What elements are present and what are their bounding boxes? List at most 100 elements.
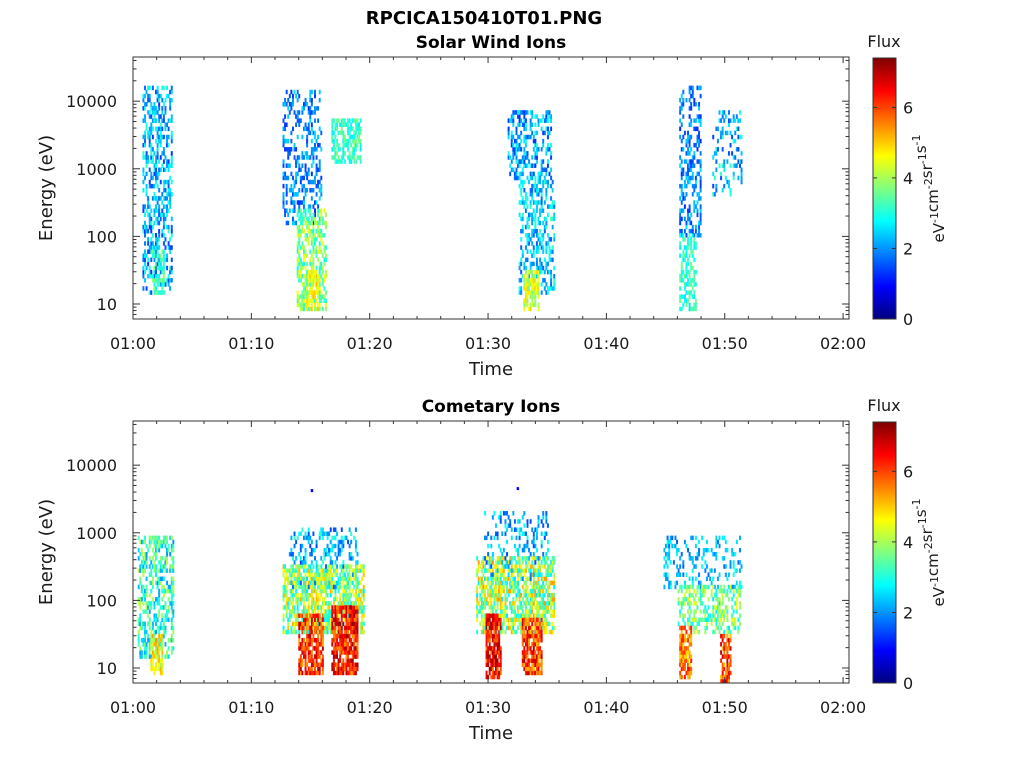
heatmap-cell — [545, 249, 548, 254]
heatmap-cell — [148, 290, 151, 295]
heatmap-cell — [323, 625, 326, 631]
heatmap-cell — [317, 167, 320, 173]
heatmap-cell — [682, 560, 685, 565]
heatmap-cell — [307, 642, 310, 647]
heatmap-cell — [343, 642, 346, 647]
heatmap-cell — [147, 637, 150, 643]
heatmap-cell — [162, 588, 165, 594]
heatmap-cell — [348, 134, 351, 140]
heatmap-cell — [362, 584, 365, 590]
heatmap-cell — [545, 151, 548, 156]
heatmap-cell — [498, 650, 501, 655]
heatmap-cell — [307, 241, 310, 246]
heatmap-cell — [282, 588, 285, 594]
heatmap-cell — [155, 241, 158, 246]
heatmap-cell — [665, 576, 667, 582]
heatmap-cell — [526, 535, 529, 541]
heatmap-cell — [296, 114, 299, 119]
heatmap-cell — [499, 588, 502, 594]
heatmap-cell — [501, 564, 504, 569]
heatmap-cell — [676, 547, 679, 553]
heatmap-cell — [151, 646, 154, 651]
heatmap-cell — [683, 257, 686, 263]
heatmap-cell — [524, 605, 527, 610]
heatmap-cell — [309, 576, 312, 582]
heatmap-cell — [315, 147, 318, 152]
heatmap-cell — [293, 208, 296, 213]
heatmap-cell — [523, 122, 526, 127]
heatmap-cell — [529, 192, 532, 197]
heatmap-cell — [284, 212, 287, 218]
heatmap-cell — [550, 286, 553, 291]
heatmap-cell — [342, 609, 345, 614]
heatmap-cell — [348, 126, 351, 132]
heatmap-cell — [282, 617, 285, 622]
heatmap-cell — [488, 564, 491, 569]
heatmap-cell — [545, 560, 548, 565]
heatmap-cell — [543, 175, 546, 181]
heatmap-cell — [359, 568, 362, 573]
heatmap-cell — [298, 200, 301, 205]
heatmap-cell — [502, 547, 505, 553]
heatmap-cell — [302, 228, 305, 234]
heatmap-cell — [158, 97, 161, 103]
heatmap-cell — [517, 613, 520, 618]
heatmap-cell — [310, 265, 313, 271]
heatmap-cell — [713, 552, 716, 557]
heatmap-cell — [150, 629, 153, 635]
heatmap-cell — [295, 588, 298, 594]
heatmap-cell — [529, 237, 532, 242]
heatmap-cell — [690, 175, 693, 181]
heatmap-cell — [356, 126, 359, 132]
heatmap-cell — [548, 171, 551, 177]
heatmap-cell — [158, 257, 161, 263]
heatmap-cell — [737, 175, 740, 181]
heatmap-cell — [550, 237, 553, 242]
heatmap-cell — [521, 658, 524, 663]
heatmap-cell — [142, 609, 145, 614]
heatmap-cell — [526, 646, 529, 651]
heatmap-cell — [534, 613, 537, 618]
heatmap-cell — [496, 564, 499, 569]
heatmap-cell — [361, 592, 364, 598]
heatmap-cell — [726, 159, 729, 164]
heatmap-cell — [318, 621, 321, 627]
heatmap-cell — [731, 547, 734, 553]
heatmap-cell — [314, 106, 316, 111]
heatmap-cell — [323, 249, 326, 254]
heatmap-cell — [521, 633, 524, 639]
heatmap-cell — [506, 539, 509, 545]
heatmap-cell — [715, 543, 718, 549]
heatmap-cell — [685, 159, 688, 164]
heatmap-cell — [682, 167, 685, 173]
heatmap-cell — [693, 188, 696, 193]
heatmap-cell — [282, 568, 285, 573]
heatmap-cell — [156, 278, 159, 283]
heatmap-cell — [142, 269, 145, 275]
heatmap-cell — [687, 138, 690, 144]
heatmap-cell — [539, 592, 542, 598]
heatmap-cell — [139, 580, 142, 586]
heatmap-cell — [528, 560, 531, 565]
heatmap-cell — [314, 290, 316, 295]
heatmap-cell — [359, 564, 362, 569]
heatmap-cell — [704, 547, 707, 553]
heatmap-cell — [680, 208, 683, 213]
heatmap-cell — [336, 126, 339, 132]
heatmap-cell — [499, 609, 502, 614]
heatmap-cell — [331, 547, 334, 553]
heatmap-cell — [288, 208, 291, 213]
heatmap-cell — [537, 519, 540, 524]
heatmap-cell — [139, 605, 142, 610]
heatmap-cell — [699, 163, 702, 168]
heatmap-cell — [493, 572, 496, 577]
heatmap-cell — [506, 625, 509, 631]
heatmap-cell — [156, 265, 159, 271]
heatmap-cell — [307, 531, 310, 537]
heatmap-cell — [510, 556, 513, 561]
heatmap-cell — [147, 134, 150, 140]
heatmap-cell — [513, 138, 516, 144]
heatmap-cell — [299, 662, 302, 668]
heatmap-cell — [737, 588, 740, 594]
heatmap-cell — [701, 588, 704, 594]
